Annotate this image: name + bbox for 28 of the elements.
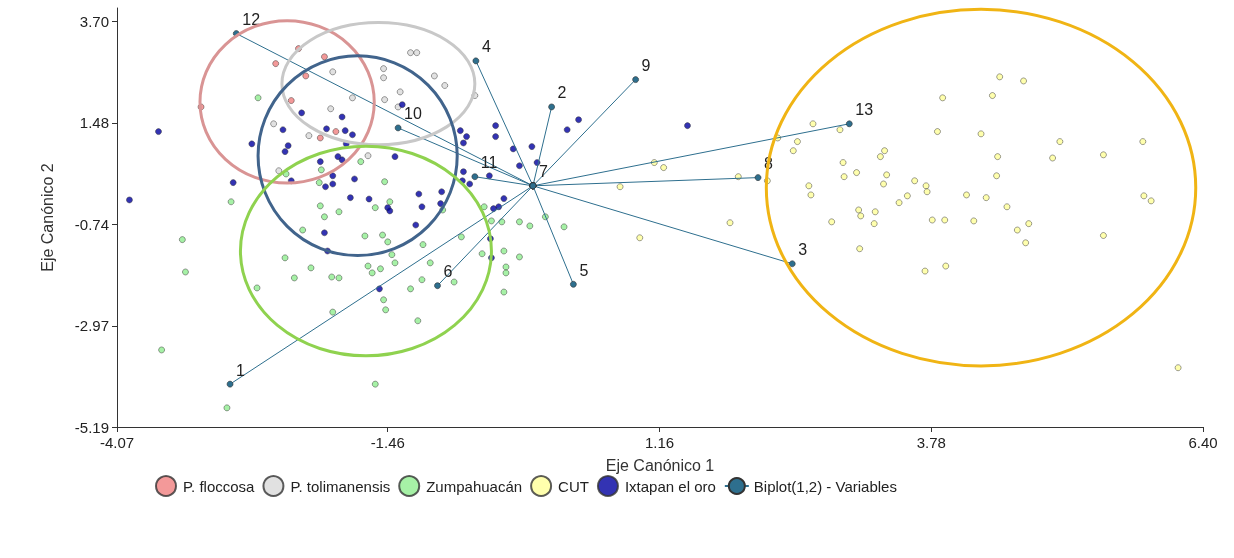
legend-label: Zumpahuacán [426,477,523,495]
annotation: 6 [443,263,453,281]
x-axis-title: Eje Canónico 1 [605,456,715,474]
x-tick-label: 1.16 [644,434,675,451]
legend-label: CUT [558,477,589,495]
annotation: 4 [481,38,491,56]
x-tick-label: -4.07 [99,434,135,451]
x-tick-label: 6.40 [1188,434,1218,451]
x-tick-label: 3.78 [916,434,946,451]
legend-label: P. tolimanensis [290,477,391,495]
annotation: 9 [641,57,651,75]
annotation: 2 [557,84,567,102]
annotation: 1 [236,361,246,379]
annotation: 13 [855,101,874,119]
y-tick-label: -0.74 [74,215,109,233]
annotation: 10 [404,105,422,123]
legend-label: Ixtapan el oro [624,477,716,495]
y-tick-label: -5.19 [74,418,109,436]
legend-label: Biplot(1,2) - Variables [753,477,897,495]
annotation: 3 [798,241,808,259]
y-tick-label: -2.97 [74,317,109,335]
annotation: 12 [242,11,261,29]
x-tick-label: -1.46 [370,434,405,451]
legend-label: P. floccosa [183,477,256,495]
y-tick-label: 1.48 [79,114,109,132]
y-tick-label: 3.70 [79,13,109,31]
y-axis-title: Eje Canónico 2 [38,163,56,272]
annotation: 5 [579,261,589,279]
